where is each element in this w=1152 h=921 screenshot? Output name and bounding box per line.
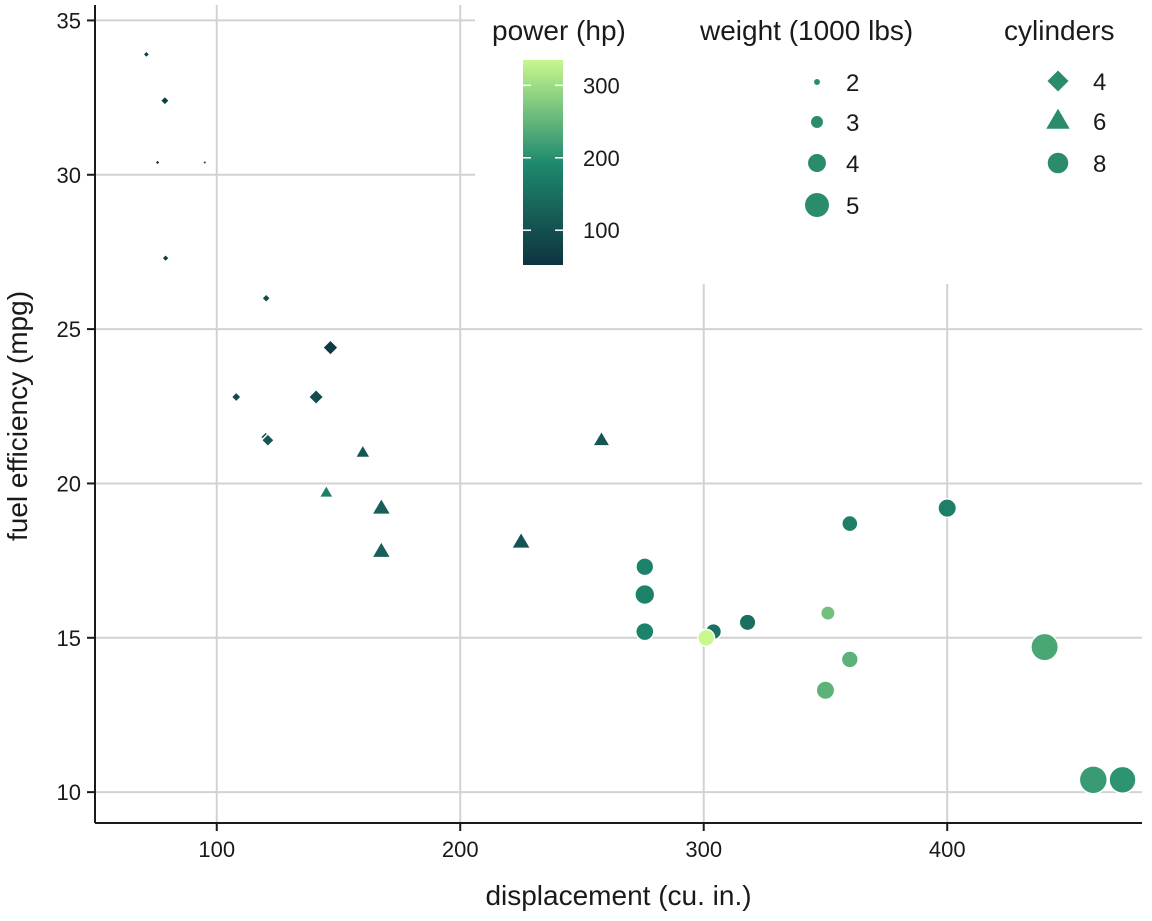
- weight-legend-title: weight (1000 lbs): [699, 15, 913, 46]
- data-points: [141, 49, 1137, 795]
- cylinders-legend-title: cylinders: [1004, 15, 1114, 46]
- x-tick-label: 400: [929, 837, 966, 862]
- data-point-diamond: [230, 391, 243, 403]
- data-point-triangle: [370, 539, 393, 559]
- weight-legend-label: 3: [846, 110, 859, 137]
- data-point-circle: [1108, 765, 1137, 794]
- weight-legend-key: [806, 152, 828, 174]
- weight-legend-label: 4: [846, 151, 859, 178]
- cylinders-legend-key-diamond: [1045, 68, 1071, 94]
- data-point-circle: [634, 583, 656, 606]
- data-point-diamond: [153, 158, 162, 167]
- x-axis-title: displacement (cu. in.): [485, 880, 751, 911]
- power-colorbar: [523, 60, 563, 265]
- data-point-circle: [635, 621, 655, 642]
- data-point-diamond: [160, 253, 171, 263]
- weight-legend-label: 2: [846, 70, 859, 97]
- cylinders-legend-key-circle: [1046, 151, 1070, 175]
- data-point-triangle: [354, 443, 372, 459]
- x-tick-label: 200: [442, 837, 479, 862]
- legends: power (hp) 100 200 300 weight (1000 lbs) 2 3 4 5…: [492, 15, 1114, 265]
- y-tick-label: 30: [57, 163, 81, 188]
- data-point-triangle: [370, 496, 393, 516]
- colorbar-tick-label: 300: [583, 73, 620, 98]
- data-point-circle: [696, 628, 716, 647]
- data-point-diamond: [260, 432, 276, 448]
- x-tick-label: 300: [685, 837, 722, 862]
- weight-legend-key: [809, 114, 825, 130]
- data-point-circle: [819, 605, 836, 622]
- cylinders-legend-key-triangle: [1043, 105, 1073, 131]
- data-point-circle: [635, 557, 655, 577]
- y-tick-label: 10: [57, 780, 81, 805]
- weight-legend-label: 5: [846, 193, 859, 220]
- legend-box: [475, 0, 1147, 284]
- y-tick-label: 35: [57, 8, 81, 33]
- data-point-triangle: [510, 530, 533, 550]
- legend-background: [475, 0, 1147, 284]
- data-point-circle: [841, 514, 859, 533]
- x-tick-label: 100: [198, 837, 235, 862]
- data-point-diamond: [201, 159, 209, 166]
- y-tick-label: 25: [57, 317, 81, 342]
- cylinders-legend-label: 4: [1093, 69, 1106, 96]
- data-point-circle: [1030, 632, 1060, 662]
- data-point-circle: [1078, 765, 1109, 795]
- data-point-diamond: [307, 388, 325, 406]
- cylinders-legend-label: 6: [1093, 109, 1106, 136]
- data-point-circle: [815, 680, 836, 701]
- weight-legend-key: [803, 191, 831, 219]
- cylinders-legend-label: 8: [1093, 151, 1106, 178]
- power-legend-title: power (hp): [492, 15, 626, 46]
- data-point-triangle: [317, 483, 335, 499]
- colorbar-tick-label: 200: [583, 146, 620, 171]
- weight-legend-key: [812, 77, 822, 87]
- data-point-diamond: [141, 49, 151, 59]
- y-tick-label: 15: [57, 626, 81, 651]
- y-axis-title: fuel efficiency (mpg): [2, 291, 33, 541]
- colorbar-tick-label: 100: [583, 218, 620, 243]
- data-point-diamond: [321, 338, 340, 357]
- data-point-circle: [738, 613, 757, 632]
- data-point-diamond: [159, 95, 171, 107]
- data-point-circle: [937, 498, 958, 519]
- data-point-diamond: [260, 292, 272, 304]
- y-tick-label: 20: [57, 471, 81, 496]
- data-point-circle: [840, 650, 859, 669]
- data-point-triangle: [591, 429, 612, 447]
